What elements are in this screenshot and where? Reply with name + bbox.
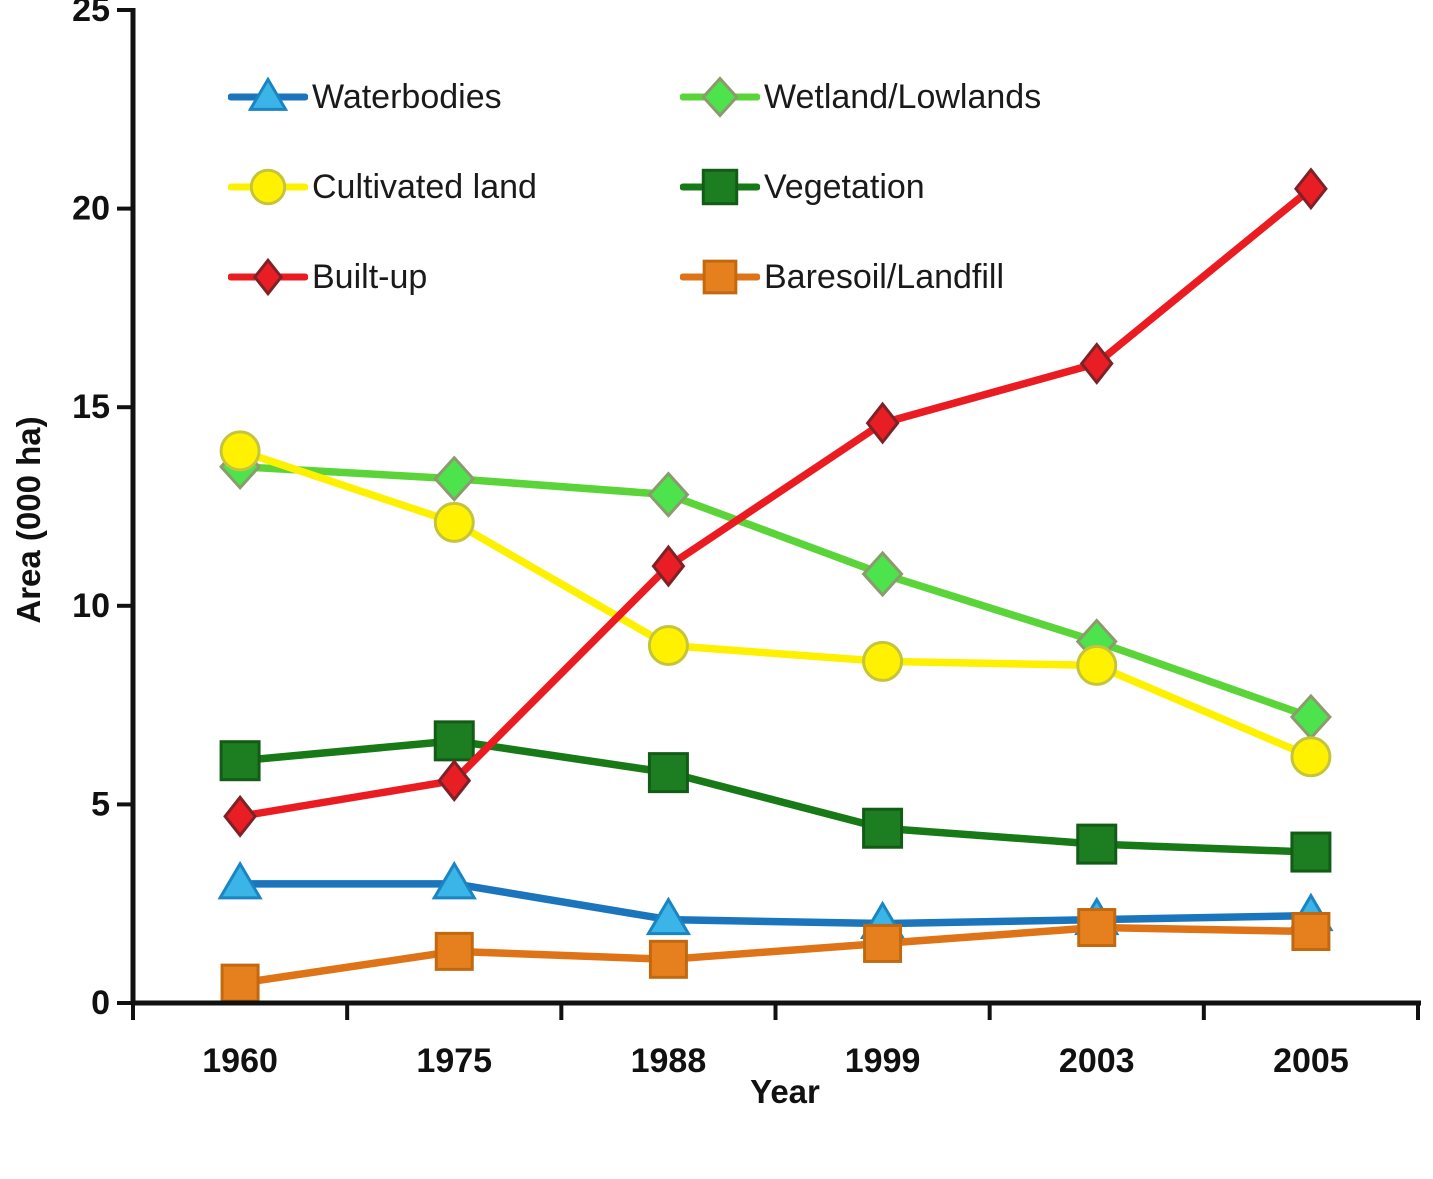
series-cultivated-land: [219, 430, 1332, 778]
plot-area: [217, 167, 1334, 1003]
series-waterbodies-line: [236, 880, 1315, 928]
y-tick-label: 10: [72, 587, 110, 625]
series-baresoil-landfill-markers: [220, 908, 1331, 1003]
square-small-marker-icon: [1077, 908, 1117, 948]
series-cultivated-land-line: [236, 447, 1315, 761]
square-small-marker-icon: [863, 923, 903, 963]
legend-item-waterbodies: Waterbodies: [228, 73, 680, 121]
legend-label: Baresoil/Landfill: [764, 257, 1005, 296]
triangle-marker-icon: [247, 76, 289, 111]
waterbodies-legend-marker-icon: [228, 76, 308, 111]
square-small-marker-icon: [434, 931, 474, 971]
x-axis-title: Year: [750, 1073, 820, 1110]
series-vegetation-line: [236, 737, 1315, 856]
square-marker-icon: [647, 752, 689, 794]
axes: [117, 8, 1421, 1020]
legend-item-built-up: Built-up: [228, 253, 680, 301]
baresoil-landfill-legend-marker-icon: [680, 259, 760, 295]
series-vegetation-markers: [219, 720, 1332, 873]
diamond-marker-icon: [701, 76, 739, 118]
legend-item-cultivated-land: Cultivated land: [228, 163, 680, 211]
series-baresoil-landfill: [220, 908, 1331, 1003]
square-marker-icon: [1290, 831, 1332, 873]
diamond-small-marker-icon: [1294, 167, 1328, 211]
circle-marker-icon: [1290, 736, 1332, 778]
x-axis-tick-labels: 1960 1975 1988 1999 2003 2005: [202, 1042, 1348, 1080]
square-marker-icon: [862, 807, 904, 849]
series-layer: [217, 167, 1334, 1003]
square-small-marker-icon: [702, 259, 738, 295]
square-marker-icon: [219, 740, 261, 782]
built-up-legend-marker-icon: [228, 257, 308, 297]
y-tick-label: 20: [72, 190, 110, 228]
circle-marker-icon: [433, 501, 475, 543]
x-tick-label: 1999: [845, 1042, 921, 1080]
triangle-marker-icon: [645, 896, 692, 936]
vegetation-legend-marker-icon: [680, 168, 760, 206]
circle-marker-icon: [1076, 644, 1118, 686]
legend-label: Cultivated land: [312, 167, 537, 206]
square-small-marker-icon: [220, 963, 260, 1003]
diamond-small-marker-icon: [252, 257, 284, 297]
y-axis-title: Area (000 ha): [10, 416, 47, 623]
y-tick-label: 0: [91, 984, 110, 1022]
y-tick-label: 25: [72, 0, 110, 29]
diamond-marker-icon: [1289, 693, 1332, 741]
circle-marker-icon: [647, 625, 689, 667]
series-built-up-markers: [223, 167, 1328, 838]
series-vegetation: [219, 720, 1332, 873]
series-baresoil-landfill-line: [236, 923, 1315, 987]
cultivated-land-legend-marker-icon: [228, 168, 308, 206]
legend-label: Vegetation: [764, 167, 925, 206]
x-tick-label: 1988: [631, 1042, 707, 1080]
chart-legend: Waterbodies Wetland/Lowlands Cultivated la…: [228, 52, 1041, 322]
diamond-small-marker-icon: [1079, 342, 1114, 385]
diamond-marker-icon: [861, 550, 904, 598]
series-built-up: [223, 167, 1328, 838]
square-marker-icon: [1076, 823, 1118, 865]
x-tick-label: 2005: [1273, 1042, 1349, 1080]
series-wetland-lowlands-line: [236, 463, 1315, 721]
legend-item-vegetation: Vegetation: [680, 163, 1041, 211]
series-cultivated-land-markers: [219, 430, 1332, 778]
x-tick-label: 1975: [416, 1042, 492, 1080]
y-axis-tick-labels: 0 5 10 15 20 25: [72, 0, 110, 1022]
triangle-marker-icon: [431, 860, 477, 900]
square-marker-icon: [433, 720, 475, 762]
square-small-marker-icon: [648, 939, 688, 979]
wetland-lowlands-legend-marker-icon: [680, 76, 760, 118]
legend-label: Wetland/Lowlands: [764, 77, 1042, 116]
circle-marker-icon: [249, 168, 287, 206]
triangle-marker-icon: [217, 860, 263, 900]
legend-item-wetland-lowlands: Wetland/Lowlands: [680, 73, 1041, 121]
square-small-marker-icon: [1291, 912, 1331, 952]
legend-label: Waterbodies: [312, 77, 502, 116]
diamond-small-marker-icon: [223, 794, 257, 838]
x-axis-ticks: [131, 1003, 1420, 1020]
x-tick-label: 2003: [1059, 1042, 1135, 1080]
diamond-small-marker-icon: [437, 759, 472, 802]
diamond-marker-icon: [647, 471, 690, 518]
y-tick-label: 15: [72, 388, 110, 426]
x-tick-label: 1960: [202, 1042, 278, 1080]
y-axis-ticks: [117, 8, 133, 1005]
y-tick-label: 5: [91, 785, 110, 823]
diamond-small-marker-icon: [651, 544, 686, 588]
circle-marker-icon: [862, 640, 904, 682]
legend-item-baresoil-landfill: Baresoil/Landfill: [680, 253, 1041, 301]
circle-marker-icon: [219, 430, 261, 472]
square-marker-icon: [701, 168, 739, 206]
legend-label: Built-up: [312, 257, 428, 296]
diamond-small-marker-icon: [865, 401, 900, 445]
diamond-marker-icon: [433, 455, 476, 502]
series-built-up-line: [236, 184, 1315, 821]
